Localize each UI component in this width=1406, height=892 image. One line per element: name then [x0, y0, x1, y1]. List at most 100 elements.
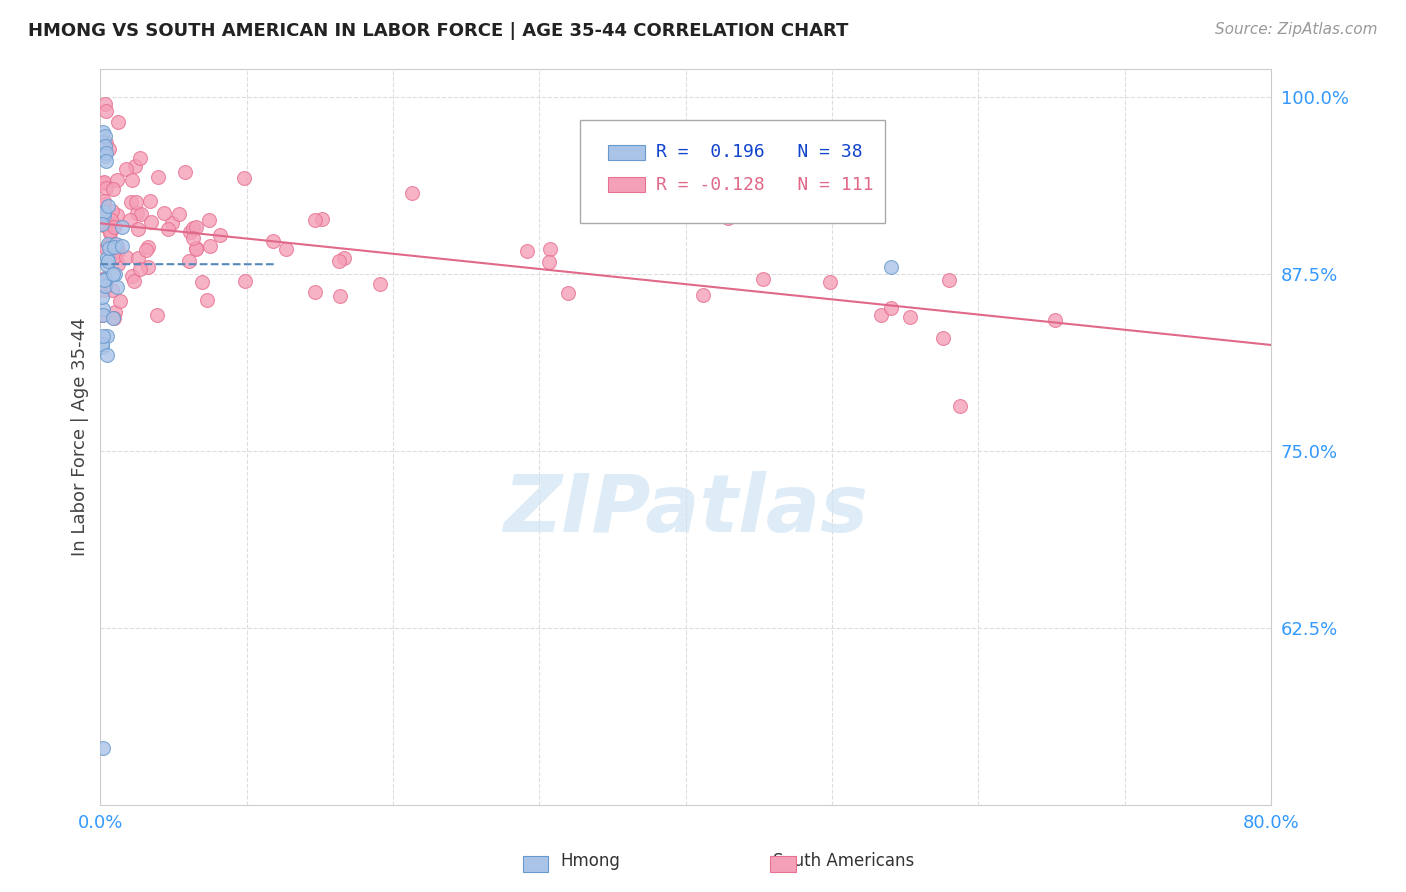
Text: HMONG VS SOUTH AMERICAN IN LABOR FORCE | AGE 35-44 CORRELATION CHART: HMONG VS SOUTH AMERICAN IN LABOR FORCE |… — [28, 22, 848, 40]
Point — [311, 211, 333, 226]
Point — [103, 237, 125, 252]
Text: Source: ZipAtlas.com: Source: ZipAtlas.com — [1215, 22, 1378, 37]
Point — [93, 175, 115, 189]
Point — [91, 329, 114, 343]
Point — [692, 287, 714, 301]
FancyBboxPatch shape — [609, 178, 644, 192]
Point — [141, 214, 163, 228]
Point — [105, 207, 128, 221]
Point — [879, 301, 901, 315]
Point — [304, 285, 326, 300]
Point — [121, 173, 143, 187]
Point — [898, 310, 921, 325]
Point — [96, 253, 118, 268]
Point — [93, 272, 115, 286]
Point — [401, 186, 423, 200]
Point — [93, 273, 115, 287]
Point — [931, 331, 953, 345]
Point — [111, 239, 134, 253]
Point — [91, 309, 114, 323]
Point — [184, 242, 207, 256]
Point — [103, 311, 125, 326]
Point — [181, 230, 204, 244]
Point — [879, 260, 901, 274]
Point — [91, 290, 114, 304]
Point — [136, 260, 159, 274]
Text: South Americans: South Americans — [773, 852, 914, 870]
Point — [191, 276, 214, 290]
Point — [91, 135, 114, 149]
Point — [94, 217, 117, 231]
Point — [96, 258, 118, 272]
Point — [94, 136, 117, 150]
Point — [869, 308, 891, 322]
Point — [262, 235, 284, 249]
Point — [96, 103, 118, 118]
Point — [104, 304, 127, 318]
Point — [104, 249, 127, 263]
Point — [93, 204, 115, 219]
Point — [124, 274, 146, 288]
Point — [94, 241, 117, 255]
Point — [101, 311, 124, 326]
Point — [557, 286, 579, 301]
Point — [114, 250, 136, 264]
Point — [91, 741, 114, 756]
Point — [97, 236, 120, 251]
Point — [135, 243, 157, 257]
Point — [818, 275, 841, 289]
Point — [209, 227, 232, 242]
Point — [98, 224, 121, 238]
Point — [98, 241, 121, 255]
Point — [129, 151, 152, 165]
Point — [101, 204, 124, 219]
Point — [198, 213, 221, 227]
Point — [96, 153, 118, 168]
Point — [186, 241, 208, 255]
Point — [1043, 313, 1066, 327]
Point — [105, 173, 128, 187]
Point — [101, 267, 124, 281]
Point — [91, 217, 114, 231]
Point — [184, 219, 207, 234]
FancyBboxPatch shape — [609, 145, 644, 160]
Point — [107, 244, 129, 258]
Point — [195, 293, 218, 307]
Point — [643, 208, 665, 222]
Point — [96, 251, 118, 265]
Point — [94, 278, 117, 293]
Point — [329, 289, 352, 303]
Text: R = -0.128   N = 111: R = -0.128 N = 111 — [657, 176, 873, 194]
Point — [114, 161, 136, 176]
Point — [333, 252, 356, 266]
Point — [105, 240, 128, 254]
Point — [98, 142, 121, 156]
Point — [120, 194, 142, 209]
Point — [304, 212, 326, 227]
Point — [111, 219, 134, 234]
Point — [751, 272, 773, 286]
Point — [91, 125, 114, 139]
Point — [96, 146, 118, 161]
Text: Hmong: Hmong — [561, 852, 620, 870]
Point — [233, 274, 256, 288]
Point — [118, 213, 141, 227]
Point — [96, 239, 118, 253]
Point — [125, 194, 148, 209]
Point — [93, 149, 115, 163]
Point — [127, 221, 149, 235]
Point — [93, 197, 115, 211]
Point — [101, 284, 124, 298]
Point — [104, 218, 127, 232]
FancyBboxPatch shape — [581, 120, 884, 223]
Point — [94, 279, 117, 293]
Point — [96, 328, 118, 343]
Point — [274, 242, 297, 256]
Point — [97, 199, 120, 213]
Point — [516, 244, 538, 259]
Point — [179, 253, 201, 268]
Point — [938, 273, 960, 287]
Text: R =  0.196   N = 38: R = 0.196 N = 38 — [657, 144, 863, 161]
Point — [105, 279, 128, 293]
Point — [93, 194, 115, 209]
